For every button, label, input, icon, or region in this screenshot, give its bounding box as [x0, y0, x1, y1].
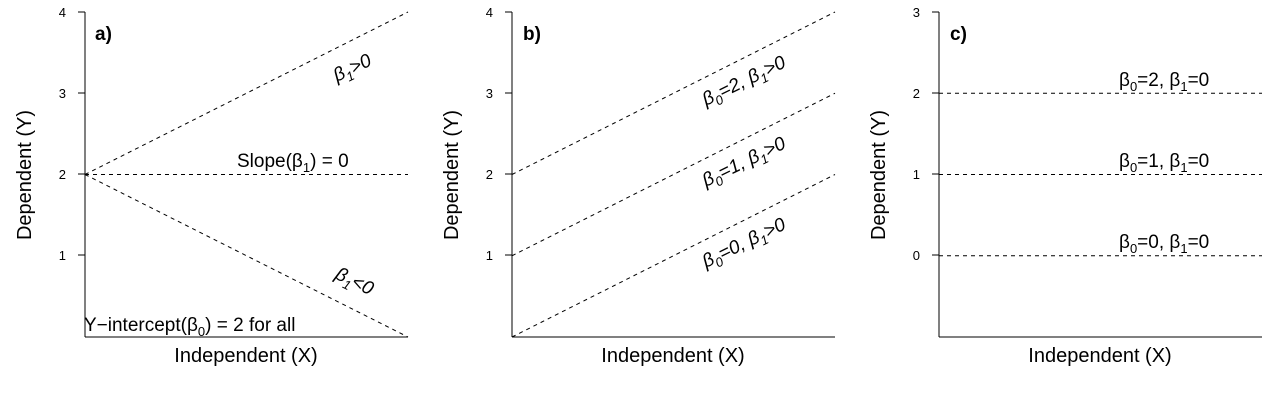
- y-tick-label-a: 4: [59, 5, 66, 20]
- panel-label-b: b): [523, 24, 541, 45]
- y-tick-label-b: 1: [486, 248, 493, 263]
- y-tick-label-b: 4: [486, 5, 493, 20]
- series-line-b-intercept-0: [511, 174, 836, 338]
- y-tick-label-a: 2: [59, 167, 66, 182]
- y-axis-label-a: Dependent (Y): [14, 110, 36, 240]
- panel-label-c: c): [950, 24, 967, 45]
- annotation-c-line1: β0=1, β1=0: [1119, 151, 1209, 175]
- y-axis-label-b: Dependent (Y): [441, 110, 463, 240]
- y-tick-label-c: 0: [913, 248, 920, 263]
- y-tick-label-c: 2: [913, 86, 920, 101]
- annotation-intercept: Y−intercept(β0) = 2 for all: [84, 315, 295, 339]
- annotation-slope: Slope(β1) = 0: [237, 151, 349, 175]
- y-tick-label-a: 1: [59, 248, 66, 263]
- x-axis-label-b: Independent (X): [601, 345, 744, 367]
- y-tick-label-b: 3: [486, 86, 493, 101]
- y-axis-label-c: Dependent (Y): [868, 110, 890, 240]
- y-tick-label-b: 2: [486, 167, 493, 182]
- panel-c: c) 0 1 2 3 Independent (X) Dependent (Y)…: [868, 5, 1262, 367]
- panel-label-a: a): [95, 24, 112, 45]
- annotation-b-line1: β0=1, β1>0: [698, 133, 791, 195]
- x-axis-label-a: Independent (X): [174, 345, 317, 367]
- series-line-a-negative: [84, 174, 409, 338]
- annotation-beta-negative: β1<0: [330, 263, 378, 303]
- annotation-b-line0: β0=0, β1>0: [698, 214, 791, 276]
- panel-b: b) 1 2 3 4 Independent (X) Dependent (Y)…: [441, 5, 836, 367]
- annotation-c-line0: β0=0, β1=0: [1119, 232, 1209, 256]
- x-axis-label-c: Independent (X): [1028, 345, 1171, 367]
- annotation-c-line2: β0=2, β1=0: [1119, 70, 1209, 94]
- annotation-beta-positive: β1>0: [329, 50, 377, 90]
- annotation-b-line2: β0=2, β1>0: [698, 52, 791, 114]
- y-tick-label-c: 3: [913, 5, 920, 20]
- panel-a: a) 1 2 3 4 Independent (X) Dependent (Y)…: [14, 5, 409, 367]
- y-tick-label-a: 3: [59, 86, 66, 101]
- y-tick-label-c: 1: [913, 167, 920, 182]
